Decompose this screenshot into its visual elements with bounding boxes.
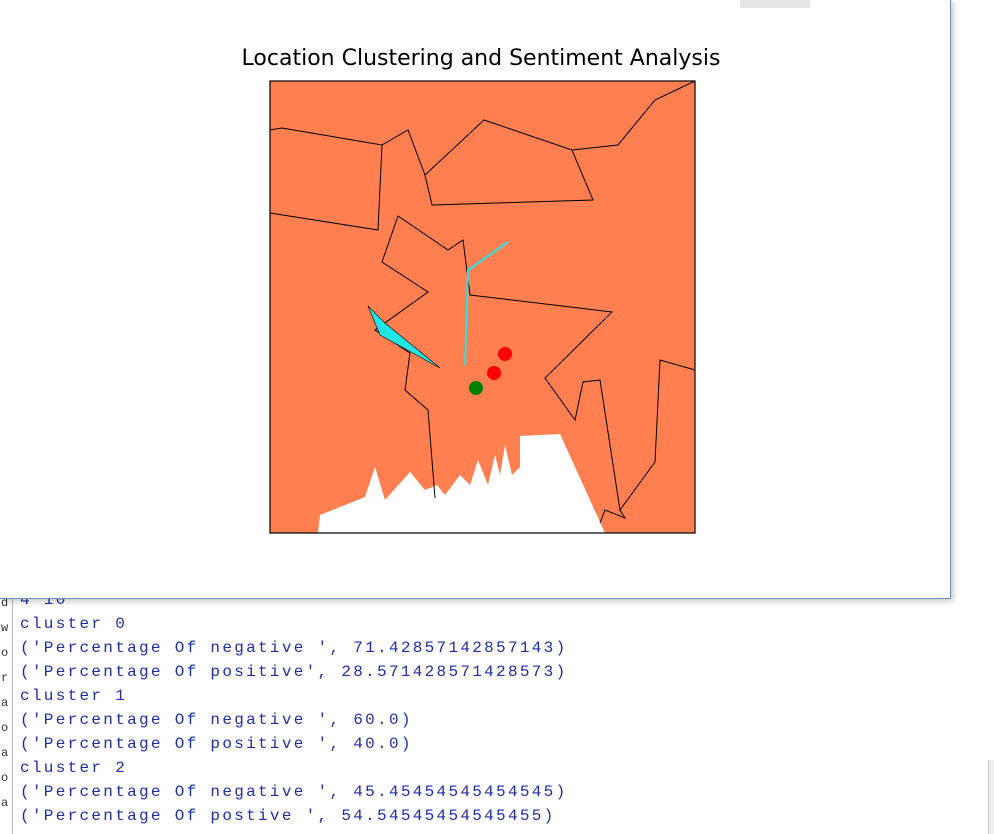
map-background bbox=[270, 81, 695, 533]
map-land-white bbox=[318, 434, 605, 533]
map-feature-cyan bbox=[367, 305, 441, 369]
map-river bbox=[464, 241, 509, 366]
console-line: ('Percentage Of postive ', 54.5454545454… bbox=[20, 807, 556, 825]
gutter-char: a bbox=[1, 746, 9, 760]
gutter-char: o bbox=[1, 721, 9, 735]
cluster-point bbox=[487, 366, 501, 380]
gutter-char: a bbox=[1, 696, 9, 710]
console-line: cluster 2 bbox=[20, 759, 128, 777]
gutter-char: r bbox=[1, 671, 9, 685]
gutter-border bbox=[12, 598, 13, 834]
plot-frame bbox=[269, 80, 696, 534]
plot-title: Location Clustering and Sentiment Analys… bbox=[241, 46, 721, 71]
gutter-char: d bbox=[1, 596, 9, 610]
console-line: ('Percentage Of positive ', 40.0) bbox=[20, 735, 413, 753]
console-line: ('Percentage Of negative ', 71.428571428… bbox=[20, 639, 568, 657]
cluster-point bbox=[469, 381, 483, 395]
plot-window: Location Clustering and Sentiment Analys… bbox=[0, 0, 951, 599]
cluster-point bbox=[498, 347, 512, 361]
console-line: cluster 0 bbox=[20, 615, 128, 633]
console-line: cluster 1 bbox=[20, 687, 128, 705]
window-button[interactable] bbox=[740, 0, 810, 8]
gutter-char: o bbox=[1, 646, 9, 660]
map-borders bbox=[269, 80, 696, 524]
console-line: ('Percentage Of negative ', 45.454545454… bbox=[20, 783, 568, 801]
gutter-char: a bbox=[1, 796, 9, 810]
scrollbar[interactable] bbox=[988, 760, 994, 834]
gutter-char: w bbox=[1, 621, 9, 635]
map-plot bbox=[269, 80, 696, 534]
console-line: ('Percentage Of negative ', 60.0) bbox=[20, 711, 413, 729]
gutter-char: o bbox=[1, 771, 9, 785]
console-line: ('Percentage Of positive', 28.5714285714… bbox=[20, 663, 568, 681]
